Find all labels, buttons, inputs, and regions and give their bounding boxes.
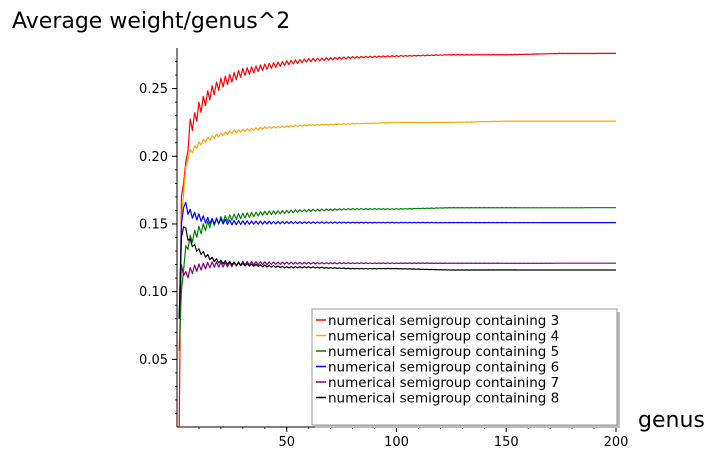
legend-label: numerical semigroup containing 3 (328, 313, 559, 329)
series-lines (178, 52, 616, 428)
series-line-2 (178, 120, 616, 360)
x-axis-title: genus (638, 408, 705, 433)
y-tick-label: 0.10 (139, 285, 168, 300)
series-line-6 (178, 226, 616, 319)
y-tick-label: 0.05 (139, 353, 168, 368)
legend-label: numerical semigroup containing 6 (328, 360, 559, 376)
legend-label: numerical semigroup containing 7 (328, 375, 559, 391)
axes: 0.05 0.10 0.15 0.20 0.25 50 100 150 200 (139, 48, 628, 450)
legend: numerical semigroup containing 3numerica… (311, 308, 620, 428)
y-tick-label: 0.25 (139, 82, 168, 97)
series-line-4 (178, 201, 616, 319)
legend-label: numerical semigroup containing 4 (328, 329, 559, 345)
y-tick-label: 0.15 (139, 217, 168, 232)
series-line-1 (178, 52, 616, 428)
y-axis-title: Average weight/genus^2 (12, 9, 290, 34)
series-line-5 (178, 260, 616, 319)
legend-label: numerical semigroup containing 8 (328, 391, 559, 407)
x-tick-label: 200 (604, 435, 629, 450)
y-tick-label: 0.20 (139, 150, 168, 165)
legend-box (311, 308, 618, 426)
x-tick-label: 50 (278, 435, 295, 450)
legend-label: numerical semigroup containing 5 (328, 344, 559, 360)
series-line-3 (178, 207, 616, 352)
x-tick-label: 100 (384, 435, 409, 450)
x-tick-label: 150 (494, 435, 519, 450)
